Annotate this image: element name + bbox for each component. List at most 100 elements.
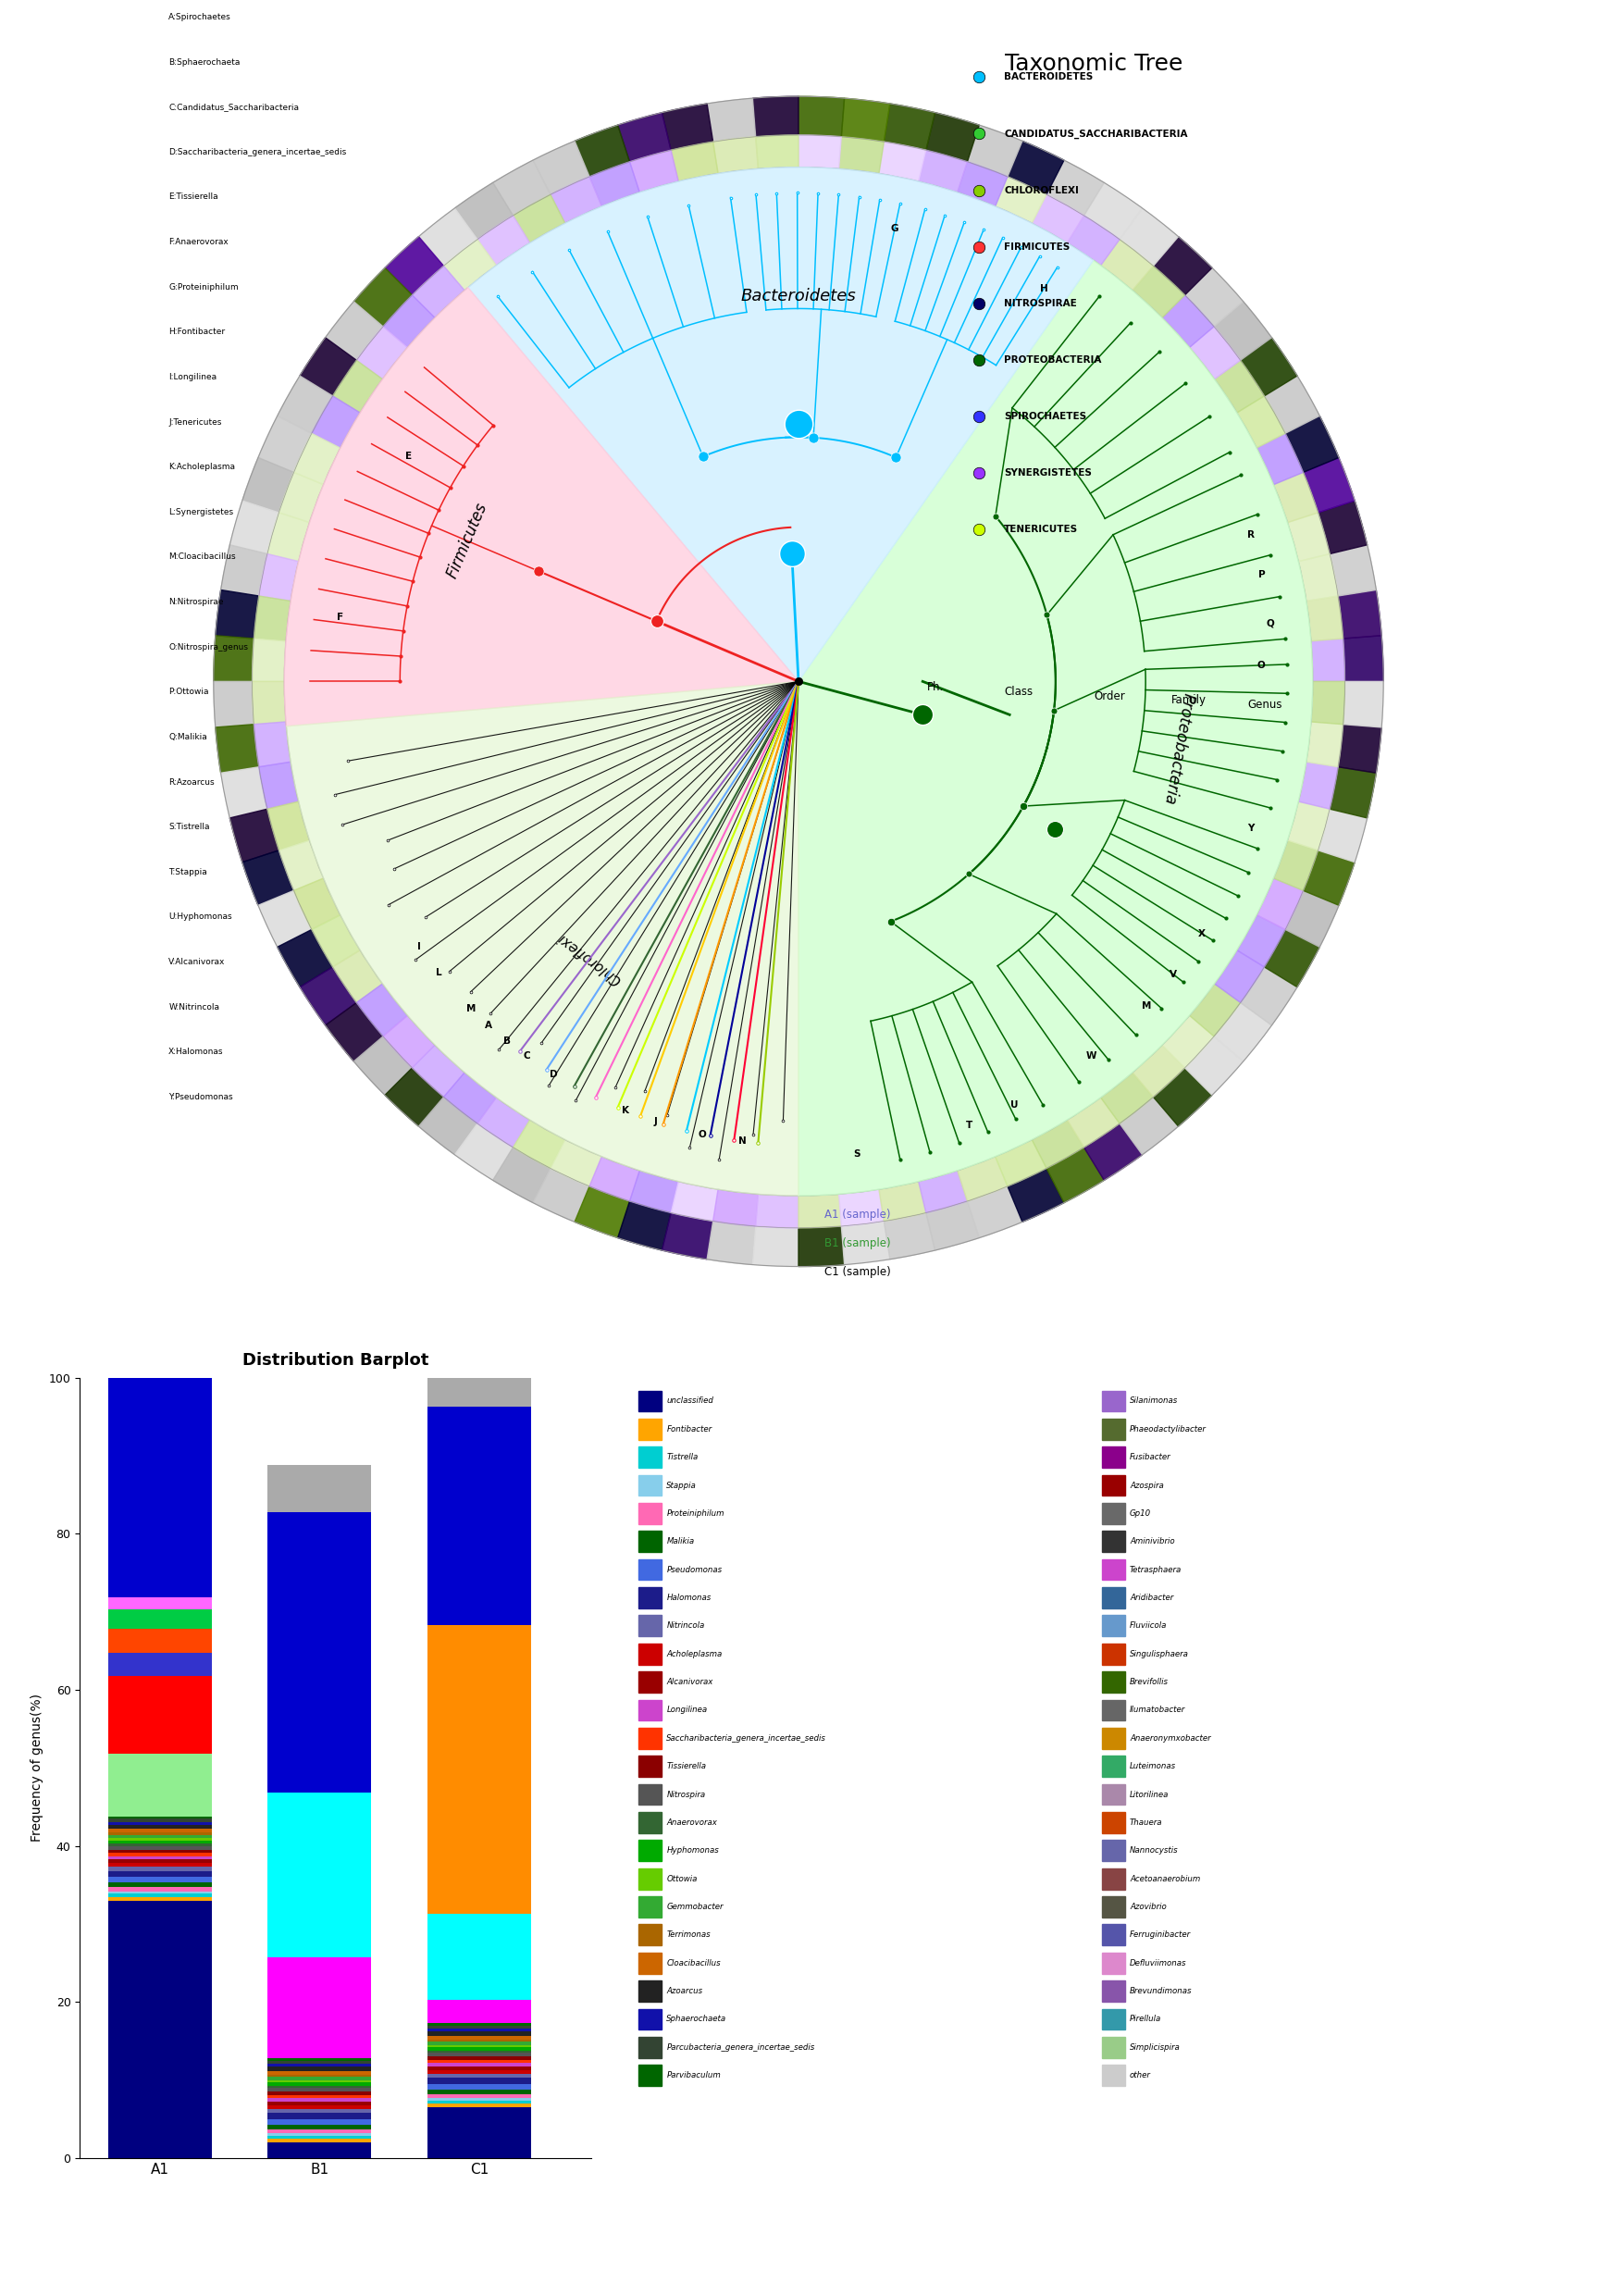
Wedge shape <box>1214 301 1271 360</box>
Text: O: O <box>1257 661 1265 670</box>
Wedge shape <box>279 840 324 891</box>
Bar <box>268 2105 371 2110</box>
Text: Taxonomic Tree: Taxonomic Tree <box>1005 53 1183 76</box>
Wedge shape <box>533 140 589 195</box>
Wedge shape <box>444 239 497 289</box>
Bar <box>639 1504 661 1525</box>
Bar <box>639 1839 661 1862</box>
Text: Anaeronymxobacter: Anaeronymxobacter <box>1129 1733 1211 1743</box>
Text: Ottowia: Ottowia <box>666 1874 698 1883</box>
Wedge shape <box>267 801 310 850</box>
Bar <box>109 1598 211 1609</box>
Wedge shape <box>707 99 755 142</box>
Bar <box>428 1355 530 1407</box>
Wedge shape <box>311 395 359 448</box>
Text: E: E <box>406 452 412 461</box>
Wedge shape <box>1084 1123 1142 1180</box>
Text: Parvibaculum: Parvibaculum <box>666 2071 720 2080</box>
Text: Anaerovorax: Anaerovorax <box>666 1818 717 1828</box>
Bar <box>428 1407 530 1626</box>
Wedge shape <box>1343 636 1383 682</box>
Wedge shape <box>383 1015 434 1068</box>
Wedge shape <box>1311 638 1345 682</box>
Wedge shape <box>1303 457 1354 512</box>
Bar <box>428 2041 530 2046</box>
Bar <box>109 1841 211 1844</box>
Text: C1 (sample): C1 (sample) <box>824 1265 891 1277</box>
Text: O:Nitrospira_genus: O:Nitrospira_genus <box>169 643 248 652</box>
Text: Azovibrio: Azovibrio <box>1129 1903 1166 1910</box>
Bar <box>1102 2037 1124 2057</box>
Text: Brevundimonas: Brevundimonas <box>1129 1986 1193 1995</box>
Text: H:Fontibacter: H:Fontibacter <box>169 328 225 335</box>
Wedge shape <box>798 1226 845 1267</box>
Bar <box>639 1952 661 1975</box>
Wedge shape <box>752 1226 798 1267</box>
Wedge shape <box>1241 967 1297 1026</box>
Bar <box>1102 1474 1124 1497</box>
Text: Litorilinea: Litorilinea <box>1129 1791 1169 1798</box>
Bar <box>639 2037 661 2057</box>
Wedge shape <box>326 301 383 360</box>
Bar <box>639 1924 661 1945</box>
Title: Distribution Barplot: Distribution Barplot <box>243 1352 428 1368</box>
Text: G:Proteiniphilum: G:Proteiniphilum <box>169 282 238 292</box>
Wedge shape <box>661 1212 712 1258</box>
Bar <box>428 2023 530 2025</box>
Bar <box>639 1756 661 1777</box>
Bar <box>268 2082 371 2085</box>
Bar <box>428 2066 530 2071</box>
Bar <box>268 2140 371 2142</box>
Text: Brevifollis: Brevifollis <box>1129 1678 1169 1685</box>
Bar <box>268 2135 371 2140</box>
Text: B1 (sample): B1 (sample) <box>824 1238 891 1249</box>
Text: Class: Class <box>1005 687 1033 698</box>
Wedge shape <box>220 544 267 597</box>
Wedge shape <box>1338 723 1381 774</box>
Bar <box>109 1846 211 1851</box>
Text: FIRMICUTES: FIRMICUTES <box>1005 243 1070 253</box>
Wedge shape <box>918 1171 968 1212</box>
Wedge shape <box>259 762 299 808</box>
Wedge shape <box>326 1003 383 1061</box>
Text: Aminivibrio: Aminivibrio <box>1129 1538 1175 1545</box>
Wedge shape <box>1046 1148 1104 1203</box>
Wedge shape <box>1287 512 1330 563</box>
Text: Halomonas: Halomonas <box>666 1593 711 1603</box>
Text: A: A <box>485 1022 492 1031</box>
Bar <box>639 1419 661 1440</box>
Text: other: other <box>1129 2071 1151 2080</box>
Text: T: T <box>966 1120 973 1130</box>
Text: J: J <box>653 1118 658 1127</box>
Wedge shape <box>1265 377 1319 434</box>
Text: Order: Order <box>1094 691 1124 703</box>
Bar <box>639 1671 661 1692</box>
Bar <box>428 2099 530 2101</box>
Bar <box>109 1832 211 1835</box>
Wedge shape <box>838 1189 885 1226</box>
Wedge shape <box>332 951 383 1003</box>
Wedge shape <box>455 1123 513 1180</box>
Text: Ilumatobacter: Ilumatobacter <box>1129 1706 1185 1715</box>
Wedge shape <box>551 1139 602 1187</box>
Bar <box>109 1609 211 1628</box>
Bar <box>428 2060 530 2064</box>
Bar <box>1102 2064 1124 2087</box>
Bar <box>428 2030 530 2032</box>
Bar <box>1102 1981 1124 2002</box>
Wedge shape <box>1100 239 1153 289</box>
Bar <box>428 2000 530 2023</box>
Wedge shape <box>278 377 332 434</box>
Wedge shape <box>418 209 478 266</box>
Bar <box>428 2089 530 2094</box>
Text: A:Spirochaetes: A:Spirochaetes <box>169 14 232 21</box>
Bar <box>268 2094 371 2099</box>
Wedge shape <box>1311 682 1345 723</box>
Bar <box>1102 1784 1124 1805</box>
Text: Ferruginibacter: Ferruginibacter <box>1129 1931 1191 1940</box>
Wedge shape <box>957 161 1008 207</box>
Wedge shape <box>712 1189 759 1226</box>
Wedge shape <box>230 808 279 863</box>
Text: Saccharibacteria_genera_incertae_sedis: Saccharibacteria_genera_incertae_sedis <box>666 1733 827 1743</box>
Text: Acholeplasma: Acholeplasma <box>666 1651 722 1658</box>
